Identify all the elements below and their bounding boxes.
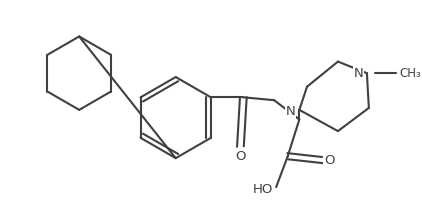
Text: O: O	[324, 153, 335, 167]
Text: N: N	[286, 105, 295, 118]
Text: O: O	[235, 150, 246, 163]
Text: N: N	[353, 67, 363, 80]
Text: HO: HO	[253, 183, 273, 195]
Text: CH₃: CH₃	[400, 67, 422, 80]
